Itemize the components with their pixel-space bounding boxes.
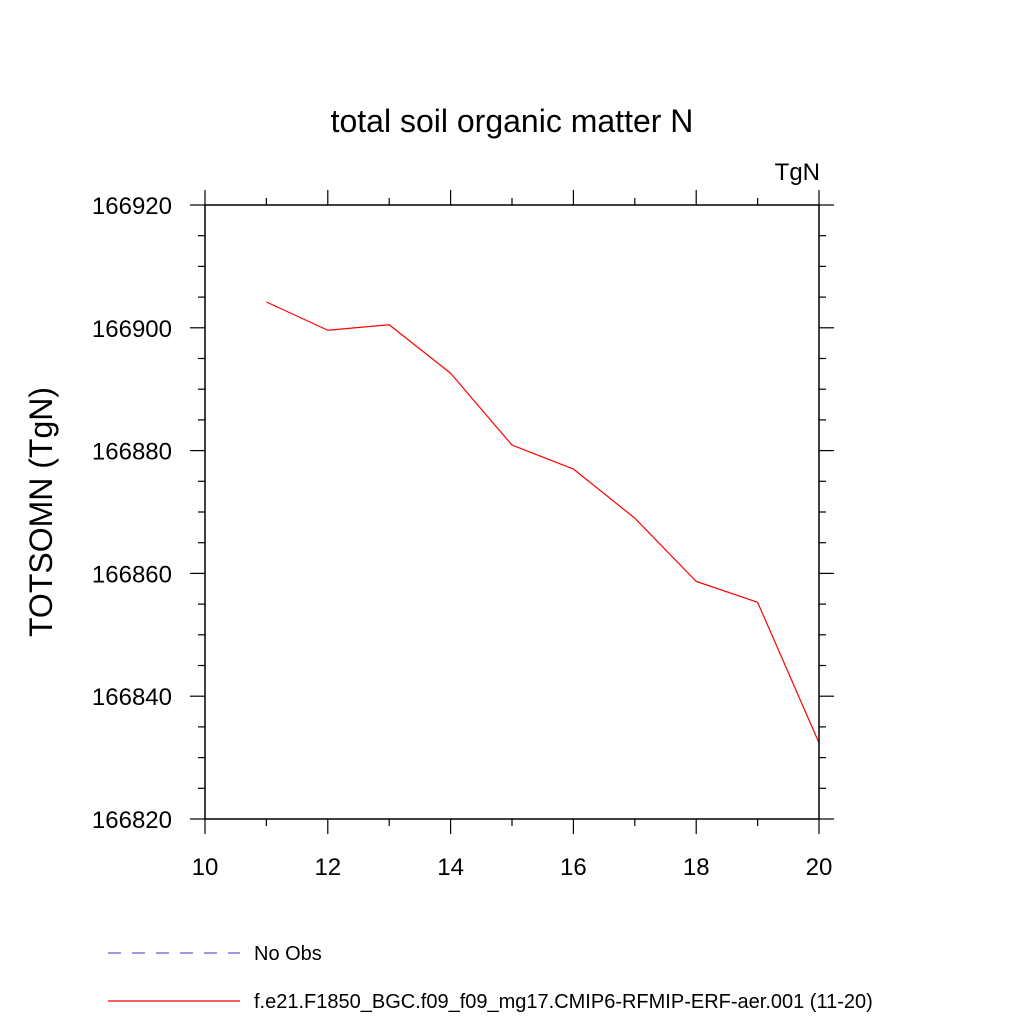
- legend-label-model-run: f.e21.F1850_BGC.f09_f09_mg17.CMIP6-RFMIP…: [254, 991, 873, 1013]
- x-tick-label: 14: [437, 854, 464, 881]
- x-tick-label: 20: [806, 854, 833, 881]
- y-tick-label: 166920: [92, 193, 172, 220]
- plot-frame: [204, 204, 820, 820]
- units-label: TgN: [775, 159, 820, 186]
- y-tick-label: 166860: [92, 561, 172, 588]
- y-tick-label: 166840: [92, 684, 172, 711]
- y-tick-label: 166880: [92, 439, 172, 466]
- legend: No Obs f.e21.F1850_BGC.f09_f09_mg17.CMIP…: [108, 943, 873, 1013]
- x-tick-label: 10: [192, 854, 219, 881]
- series-line: [266, 301, 820, 744]
- y-tick-labels: 166820 166840 166860 166880 166900 166920: [92, 193, 172, 834]
- y-tick-label: 166820: [92, 807, 172, 834]
- ticks-layer: [190, 190, 834, 834]
- y-axis-label: TOTSOMN (TgN): [23, 387, 59, 637]
- x-tick-label: 18: [683, 854, 710, 881]
- chart-title: total soil organic matter N: [331, 103, 694, 139]
- x-tick-label: 16: [560, 854, 587, 881]
- x-tick-labels: 10 12 14 16 18 20: [192, 854, 833, 881]
- x-tick-label: 12: [314, 854, 341, 881]
- legend-label-no-obs: No Obs: [254, 943, 322, 965]
- series-layer: [266, 301, 820, 744]
- y-tick-label: 166900: [92, 316, 172, 343]
